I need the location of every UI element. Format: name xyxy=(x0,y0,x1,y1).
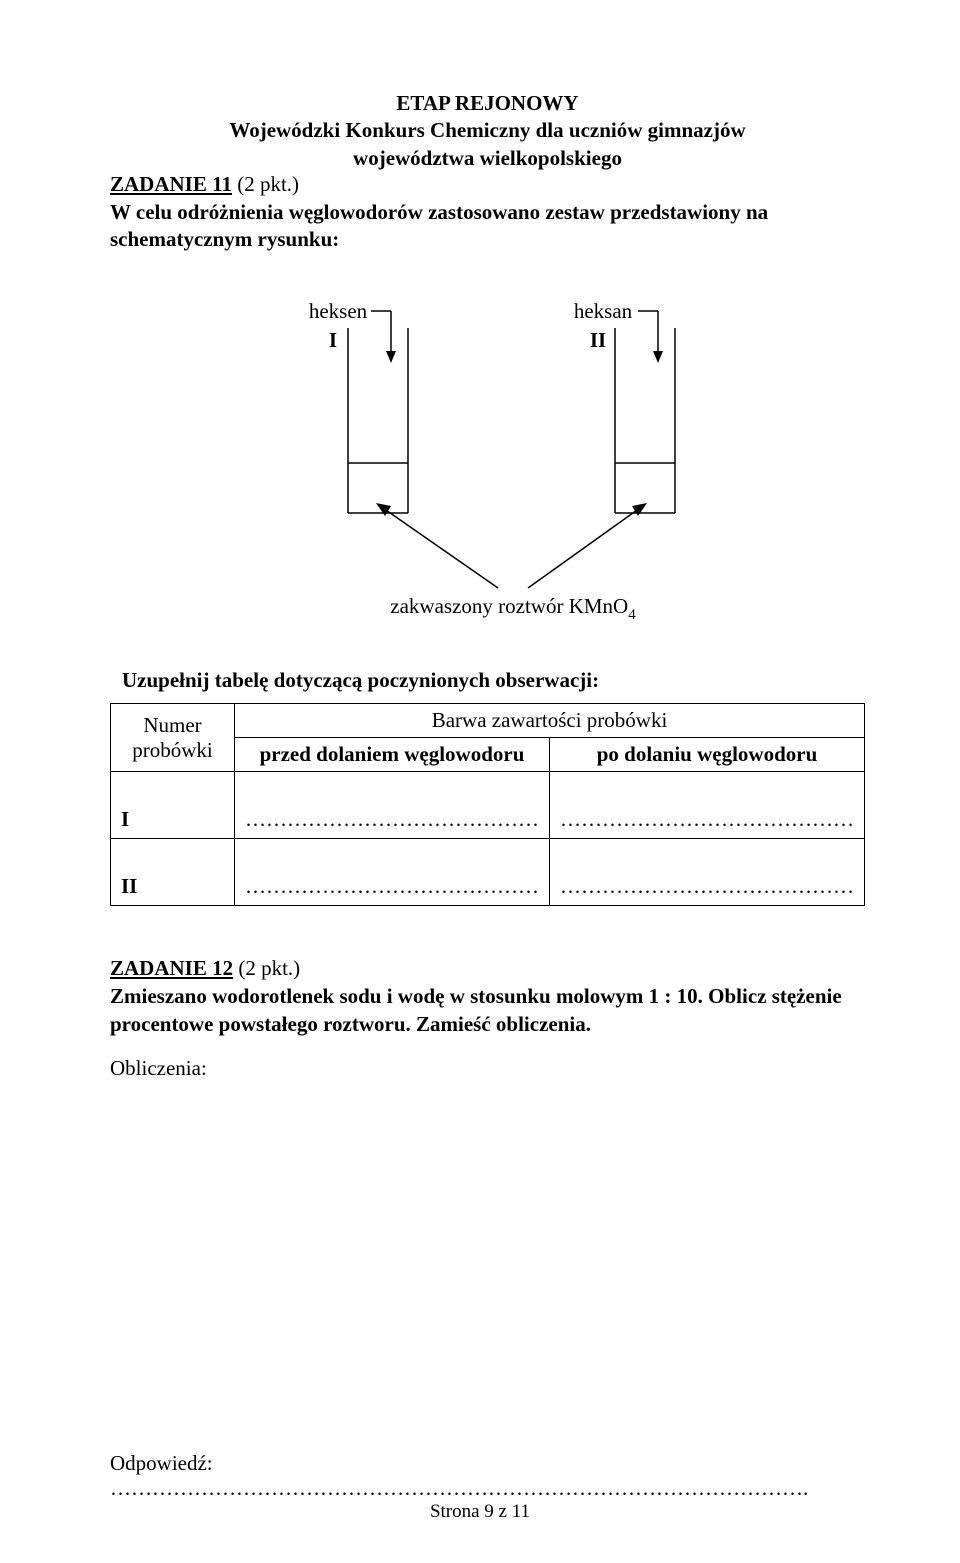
page-footer: Strona 9 z 11 xyxy=(0,1501,960,1523)
diagram-right-tube-number: II xyxy=(589,328,605,352)
header-line-1: ETAP REJONOWY xyxy=(110,90,865,117)
header-line-2: Wojewódzki Konkurs Chemiczny dla uczniów… xyxy=(110,117,865,144)
table-row-2-before: …………………………………… xyxy=(235,839,550,906)
apparatus-diagram: heksen I heksan II xyxy=(110,293,865,643)
table-header-col1: Numer probówki xyxy=(111,704,235,772)
calculations-space xyxy=(110,1081,865,1451)
task-12-points: (2 pkt.) xyxy=(233,956,300,980)
diagram-left-tube-number: I xyxy=(328,328,336,352)
observation-table: Numer probówki Barwa zawartości probówki… xyxy=(110,703,865,906)
diagram-left-substance: heksen xyxy=(308,299,367,323)
table-instruction: Uzupełnij tabelę dotyczącą poczynionych … xyxy=(122,668,865,693)
task-12-title: ZADANIE 12 xyxy=(110,956,233,980)
diagram-reagent-main: zakwaszony roztwór KMnO xyxy=(390,594,628,618)
document-header: ETAP REJONOWY Wojewódzki Konkurs Chemicz… xyxy=(110,90,865,172)
calculations-label: Obliczenia: xyxy=(110,1056,865,1081)
table-subheader-before: przed dolaniem węglowodoru xyxy=(235,738,550,772)
table-row-1-num: I xyxy=(111,772,235,839)
diagram-right-substance: heksan xyxy=(573,299,632,323)
diagram-reagent-sub: 4 xyxy=(628,607,636,623)
diagram-reagent-label: zakwaszony roztwór KMnO4 xyxy=(390,594,636,623)
task-11-title: ZADANIE 11 xyxy=(110,172,232,196)
table-header-col23: Barwa zawartości probówki xyxy=(235,704,865,738)
header-line-3: województwa wielkopolskiego xyxy=(110,145,865,172)
task-12-heading: ZADANIE 12 (2 pkt.) xyxy=(110,956,865,981)
answer-label: Odpowiedź: xyxy=(110,1451,213,1475)
answer-dots: ………………………………………………………………………………………. xyxy=(110,1476,808,1500)
answer-line: Odpowiedź: ……………………………………………………………………………… xyxy=(110,1451,865,1501)
task-11-heading: ZADANIE 11 (2 pkt.) xyxy=(110,172,865,197)
table-row-2-num: II xyxy=(111,839,235,906)
task-11-points: (2 pkt.) xyxy=(232,172,299,196)
table-row: I …………………………………… …………………………………… xyxy=(111,772,865,839)
task-11-prompt: W celu odróżnienia węglowodorów zastosow… xyxy=(110,199,865,254)
table-row-2-after: …………………………………… xyxy=(550,839,865,906)
table-row-1-after: …………………………………… xyxy=(550,772,865,839)
table-row: II …………………………………… …………………………………… xyxy=(111,839,865,906)
table-row-1-before: …………………………………… xyxy=(235,772,550,839)
task-12-prompt: Zmieszano wodorotlenek sodu i wodę w sto… xyxy=(110,983,865,1038)
table-subheader-after: po dolaniu węglowodoru xyxy=(550,738,865,772)
